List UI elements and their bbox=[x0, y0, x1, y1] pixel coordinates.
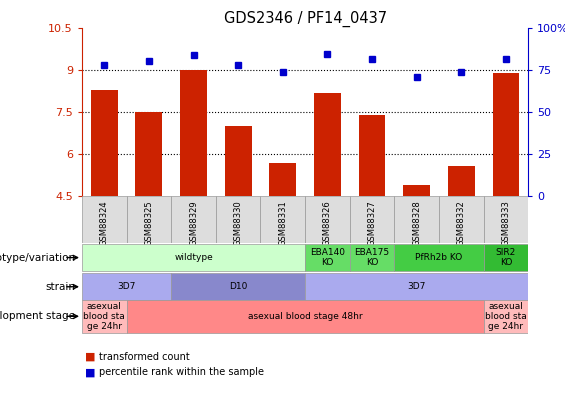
Text: GSM88328: GSM88328 bbox=[412, 200, 421, 246]
Text: genotype/variation: genotype/variation bbox=[0, 253, 75, 262]
Bar bbox=[394, 244, 484, 271]
Bar bbox=[484, 196, 528, 243]
Bar bbox=[350, 196, 394, 243]
Text: ■: ■ bbox=[85, 352, 95, 362]
Text: percentile rank within the sample: percentile rank within the sample bbox=[99, 367, 264, 377]
Text: D10: D10 bbox=[229, 282, 247, 291]
Bar bbox=[305, 244, 350, 271]
Bar bbox=[127, 196, 171, 243]
Bar bbox=[484, 244, 528, 271]
Bar bbox=[260, 196, 305, 243]
Bar bbox=[82, 300, 127, 333]
Bar bbox=[448, 166, 475, 196]
Text: GSM88324: GSM88324 bbox=[100, 200, 108, 246]
Text: 3D7: 3D7 bbox=[118, 282, 136, 291]
Bar bbox=[171, 196, 216, 243]
Text: EBA175
KO: EBA175 KO bbox=[354, 248, 390, 267]
Text: GSM88325: GSM88325 bbox=[145, 200, 153, 246]
Bar bbox=[493, 73, 519, 196]
Bar bbox=[82, 273, 171, 300]
Text: GSM88333: GSM88333 bbox=[502, 200, 510, 246]
Text: development stage: development stage bbox=[0, 311, 75, 321]
Bar bbox=[484, 300, 528, 333]
Text: GSM88327: GSM88327 bbox=[368, 200, 376, 246]
Text: strain: strain bbox=[45, 282, 75, 292]
Text: GSM88326: GSM88326 bbox=[323, 200, 332, 246]
Bar bbox=[439, 196, 484, 243]
Bar bbox=[359, 115, 385, 196]
Text: GSM88331: GSM88331 bbox=[279, 200, 287, 246]
Text: GSM88329: GSM88329 bbox=[189, 200, 198, 246]
Text: SIR2
KO: SIR2 KO bbox=[496, 248, 516, 267]
Text: transformed count: transformed count bbox=[99, 352, 190, 362]
Bar bbox=[171, 273, 305, 300]
Bar bbox=[82, 244, 305, 271]
Text: 3D7: 3D7 bbox=[407, 282, 426, 291]
Text: ■: ■ bbox=[85, 367, 95, 377]
Text: asexual
blood sta
ge 24hr: asexual blood sta ge 24hr bbox=[485, 302, 527, 330]
Bar bbox=[270, 163, 296, 196]
Text: asexual blood stage 48hr: asexual blood stage 48hr bbox=[248, 312, 362, 321]
Text: EBA140
KO: EBA140 KO bbox=[310, 248, 345, 267]
Bar bbox=[305, 196, 350, 243]
Bar bbox=[403, 185, 430, 196]
Bar bbox=[394, 196, 439, 243]
Text: GSM88330: GSM88330 bbox=[234, 200, 242, 246]
Bar bbox=[127, 300, 484, 333]
Bar bbox=[136, 112, 162, 196]
Bar bbox=[82, 196, 127, 243]
Bar bbox=[305, 273, 528, 300]
Title: GDS2346 / PF14_0437: GDS2346 / PF14_0437 bbox=[224, 11, 386, 27]
Bar bbox=[91, 90, 118, 196]
Bar bbox=[216, 196, 260, 243]
Bar bbox=[225, 126, 251, 196]
Text: GSM88332: GSM88332 bbox=[457, 200, 466, 246]
Text: asexual
blood sta
ge 24hr: asexual blood sta ge 24hr bbox=[84, 302, 125, 330]
Bar bbox=[350, 244, 394, 271]
Text: PfRh2b KO: PfRh2b KO bbox=[415, 253, 463, 262]
Bar bbox=[180, 70, 207, 196]
Text: wildtype: wildtype bbox=[174, 253, 213, 262]
Bar bbox=[314, 93, 341, 196]
